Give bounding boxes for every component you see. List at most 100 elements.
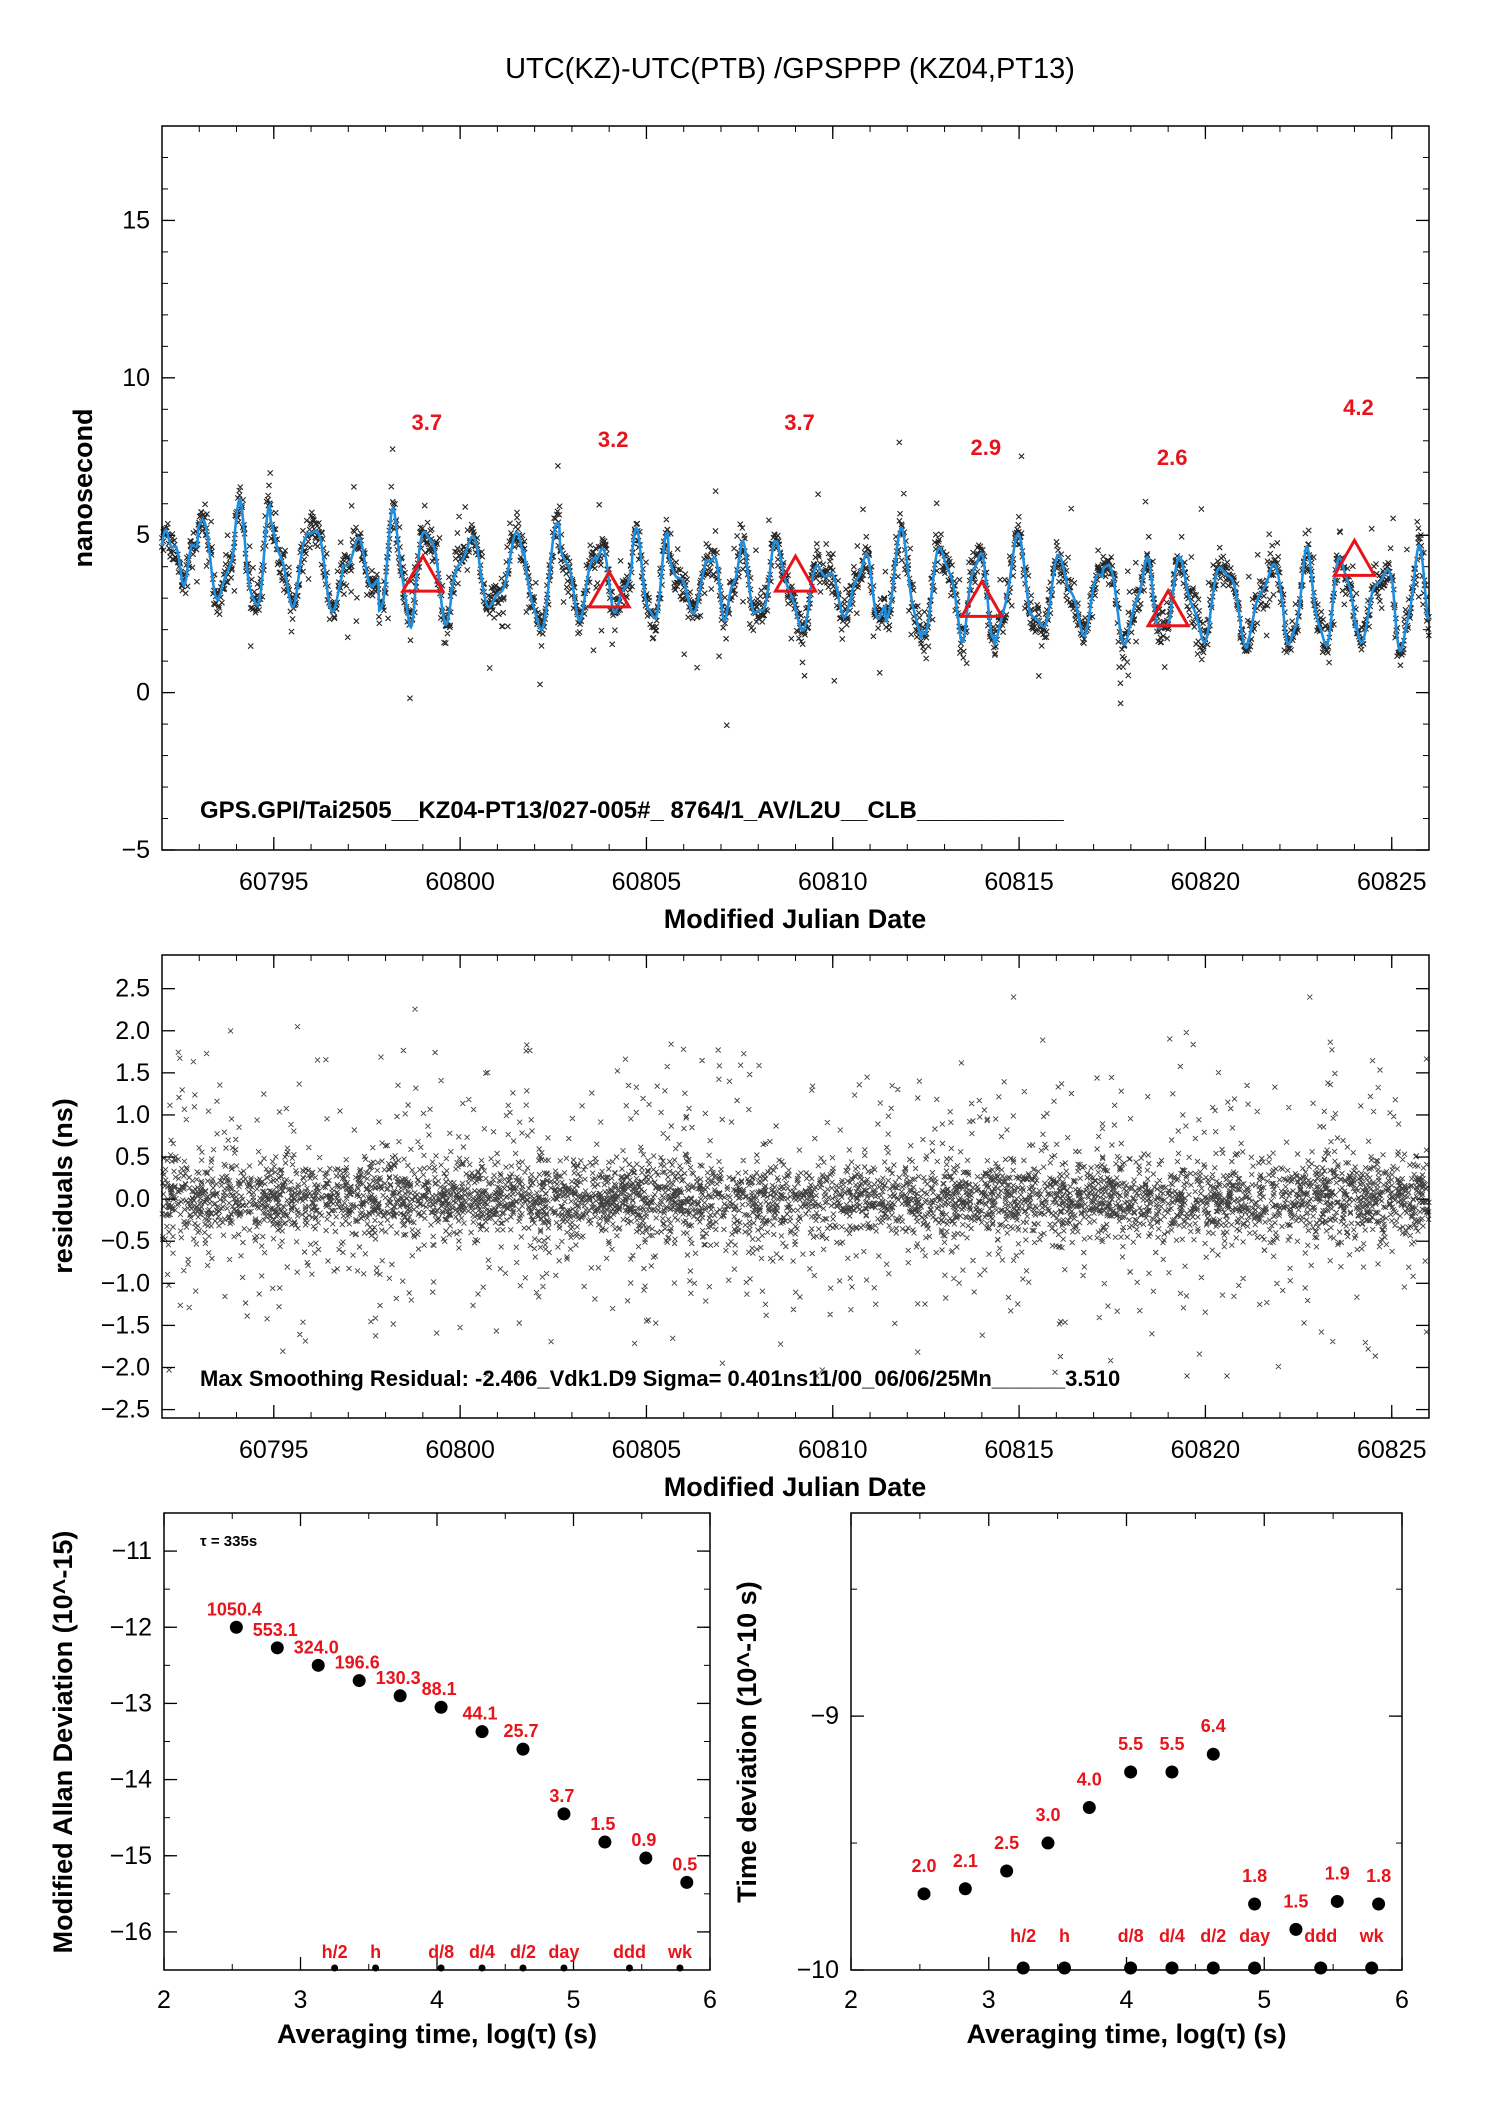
x-tick-label: 60795: [239, 868, 309, 896]
data-point: [917, 1887, 931, 1901]
x-tick-label: 4: [1120, 1986, 1134, 2014]
data-point: [393, 1689, 407, 1703]
data-point: [1000, 1864, 1014, 1878]
y-tick-label: −15: [110, 1842, 152, 1870]
x-tick-label: 60800: [425, 868, 495, 896]
data-point-label: 553.1: [253, 1620, 298, 1640]
reference-tau-label: wk: [667, 1942, 693, 1962]
marker-value-label: 2.9: [971, 435, 1002, 460]
data-point: [958, 1882, 972, 1896]
data-point: [434, 1700, 448, 1714]
data-point-label: 2.5: [994, 1833, 1019, 1853]
x-tick-label: 60815: [984, 1436, 1054, 1464]
x-tick-label: 60805: [612, 1436, 682, 1464]
y-tick-label: 15: [122, 206, 150, 234]
triangle-marker: [586, 568, 632, 609]
reference-tau-label: h/2: [322, 1942, 348, 1962]
data-point-label: 0.9: [631, 1830, 656, 1850]
reference-tau-point: [1016, 1961, 1030, 1975]
y-axis-label: residuals (ns): [48, 1098, 78, 1274]
x-tick-label: 60825: [1357, 868, 1427, 896]
data-point-label: 6.4: [1201, 1716, 1226, 1736]
x-tick-label: 2: [157, 1986, 171, 2014]
x-tick-label: 60820: [1171, 868, 1241, 896]
y-tick-label: −16: [110, 1918, 152, 1946]
x-tick-label: 6: [1395, 1986, 1409, 2014]
reference-tau-label: day: [548, 1942, 579, 1962]
reference-tau-point: [437, 1964, 445, 1972]
annotation-text: GPS.GPI/Tai2505__KZ04-PT13/027-005#_ 876…: [200, 797, 1064, 824]
triangle-marker: [772, 553, 819, 593]
x-tick-label: 4: [430, 1986, 444, 2014]
data-point-label: 130.3: [376, 1668, 421, 1688]
data-point: [557, 1807, 571, 1821]
x-tick-label: 2: [844, 1986, 858, 2014]
marker-value-label: 3.7: [412, 410, 443, 435]
reference-tau-point: [625, 1964, 633, 1972]
x-axis-label: Averaging time, log(τ) (s): [966, 2019, 1286, 2049]
x-tick-label: 60800: [425, 1436, 495, 1464]
y-tick-label: −1.5: [101, 1311, 150, 1339]
reference-tau-label: h: [370, 1942, 381, 1962]
y-tick-label: 5: [136, 521, 150, 549]
y-tick-label: −10: [797, 1956, 839, 1984]
y-tick-label: −5: [121, 836, 150, 864]
time-series-panel: 60795 60800 60805 60810 60815 60820 60825 −5 0 5 1…: [68, 125, 1432, 934]
data-point: [352, 1674, 366, 1688]
data-point-label: 0.5: [672, 1854, 697, 1874]
y-tick-label: 1.0: [115, 1101, 150, 1129]
triangle-marker: [400, 553, 446, 593]
reference-tau-point: [331, 1964, 339, 1972]
plot-frame: [163, 1512, 711, 1971]
x-tick-label: 60795: [239, 1436, 309, 1464]
data-point: [516, 1742, 530, 1756]
reference-tau-point: [478, 1964, 486, 1972]
reference-tau-label: wk: [1359, 1926, 1385, 1946]
data-point-label: 196.6: [335, 1653, 380, 1673]
x-tick-label: 60825: [1357, 1436, 1427, 1464]
residuals-panel: 60795 60800 60805 60810 60815 60820 60825 −2.5 −…: [48, 954, 1432, 1502]
reference-tau-label: day: [1239, 1926, 1270, 1946]
reference-tau-point: [560, 1964, 568, 1972]
data-point: [270, 1641, 284, 1655]
reference-tau-point: [372, 1964, 380, 1972]
reference-tau-point: [1058, 1961, 1072, 1975]
reference-tau-point: [1124, 1961, 1138, 1975]
reference-tau-label: h: [1059, 1926, 1070, 1946]
data-point-label: 1.5: [1283, 1891, 1308, 1911]
y-axis-label: Modified Allan Deviation (10^-15): [48, 1531, 78, 1954]
marker-value-label: 4.2: [1343, 395, 1374, 420]
data-point-label: 1.5: [590, 1814, 615, 1834]
data-point: [475, 1725, 489, 1739]
triangle-marker: [959, 578, 1005, 618]
x-tick-label: 3: [982, 1986, 996, 2014]
data-point: [1041, 1836, 1055, 1850]
data-point: [1289, 1922, 1303, 1936]
smoothed-series-line: [160, 496, 1431, 653]
data-point: [598, 1835, 612, 1849]
data-point-label: 1050.4: [207, 1599, 262, 1619]
y-tick-label: 10: [122, 364, 150, 392]
data-point: [1206, 1747, 1220, 1761]
reference-tau-label: h/2: [1010, 1926, 1036, 1946]
data-point-label: 1.8: [1366, 1866, 1391, 1886]
data-point: [1330, 1894, 1344, 1908]
reference-tau-point: [1365, 1961, 1379, 1975]
y-axis-label: nanosecond: [68, 408, 98, 567]
data-point: [1248, 1897, 1262, 1911]
data-point: [1124, 1765, 1138, 1779]
marker-value-label: 3.2: [598, 427, 629, 452]
x-tick-label: 60810: [798, 1436, 868, 1464]
reference-tau-label: ddd: [1304, 1926, 1337, 1946]
y-tick-label: −0.5: [101, 1227, 150, 1255]
data-point-label: 44.1: [463, 1704, 498, 1724]
data-point: [1165, 1765, 1179, 1779]
allan-deviation-panel: 2 3 4 5 6 −16 −15 −14 −13 −12 −11 Averaging time, l…: [48, 1512, 717, 2049]
data-point: [680, 1875, 694, 1889]
y-tick-label: 2.5: [115, 975, 150, 1003]
y-axis-label: Time deviation (10^-10 s): [732, 1581, 762, 1902]
reference-tau-label: ddd: [613, 1942, 646, 1962]
x-tick-label: 5: [567, 1986, 581, 2014]
reference-tau-point: [519, 1964, 527, 1972]
